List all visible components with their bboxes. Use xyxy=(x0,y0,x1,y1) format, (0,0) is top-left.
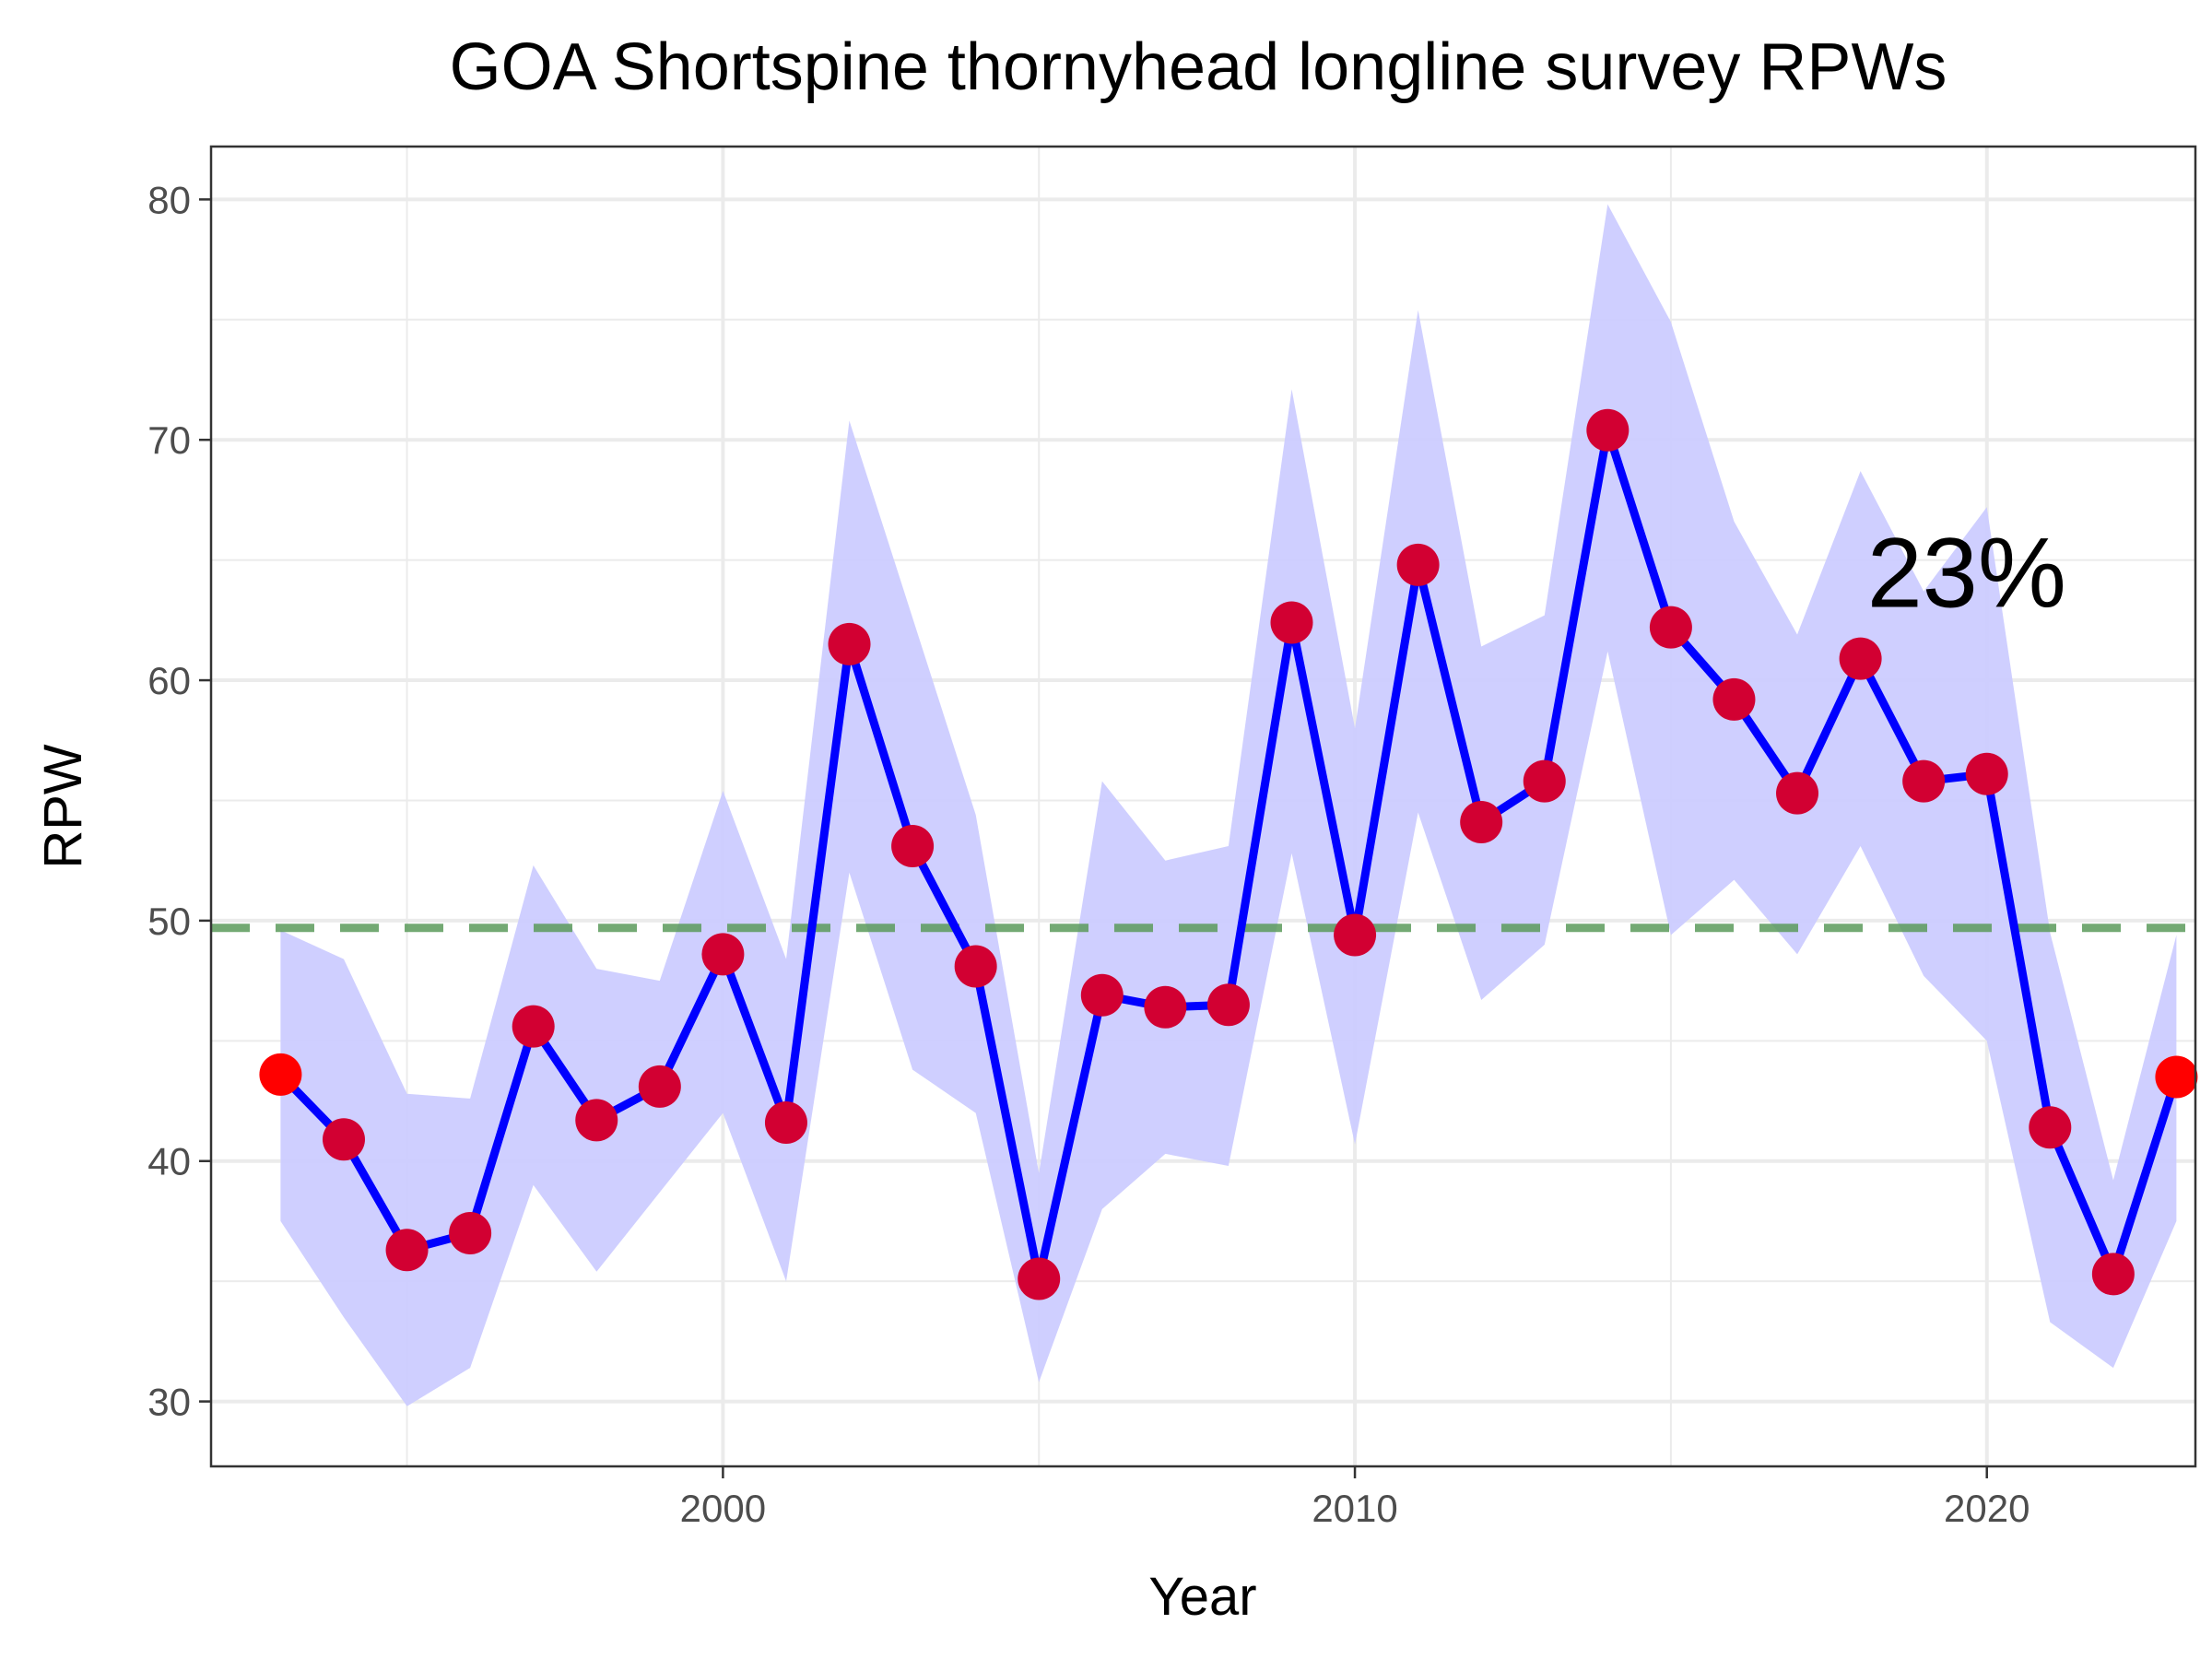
data-point-2000 xyxy=(701,933,745,976)
data-point-2001 xyxy=(764,1101,807,1145)
data-point-2006 xyxy=(1080,973,1124,1017)
y-tick-label-60: 60 xyxy=(147,659,191,702)
data-point-2004 xyxy=(954,945,997,988)
confidence-band xyxy=(280,204,2177,1406)
data-point-2005 xyxy=(1018,1257,1061,1300)
data-point-2021 xyxy=(2029,1106,2072,1149)
y-tick-label-70: 70 xyxy=(147,418,191,462)
data-point-1993 xyxy=(259,1053,302,1096)
y-tick-label-40: 40 xyxy=(147,1140,191,1183)
data-point-2009 xyxy=(1270,601,1313,644)
y-tick-label-80: 80 xyxy=(147,178,191,221)
confidence-band-layer xyxy=(280,204,2177,1406)
data-point-2022 xyxy=(2091,1253,2135,1296)
data-point-2017 xyxy=(1776,771,1819,815)
data-point-1994 xyxy=(322,1118,365,1161)
data-point-1999 xyxy=(638,1065,681,1108)
y-tick-label-50: 50 xyxy=(147,900,191,943)
data-points-layer xyxy=(259,408,2198,1300)
data-point-2015 xyxy=(1649,606,1692,649)
data-point-2002 xyxy=(828,622,871,665)
data-point-2018 xyxy=(1839,637,1882,680)
data-point-2013 xyxy=(1523,759,1566,803)
data-point-1998 xyxy=(575,1099,618,1142)
y-tick-label-30: 30 xyxy=(147,1381,191,1424)
data-point-2023 xyxy=(2155,1055,2198,1099)
data-point-2007 xyxy=(1144,985,1187,1029)
data-point-2011 xyxy=(1396,543,1440,586)
y-axis: 30 40 50 60 70 80 xyxy=(147,178,211,1424)
data-point-2003 xyxy=(891,825,935,868)
data-point-2008 xyxy=(1206,983,1250,1027)
x-axis: 2000 2010 2020 xyxy=(680,1466,2030,1530)
data-point-1997 xyxy=(512,1005,555,1048)
x-tick-label-2020: 2020 xyxy=(1944,1487,2030,1530)
data-point-2019 xyxy=(1902,759,1946,803)
x-tick-label-2000: 2000 xyxy=(680,1487,766,1530)
data-point-1995 xyxy=(385,1229,429,1272)
data-point-2010 xyxy=(1334,913,1377,957)
annotation-label: 23% xyxy=(1867,517,2066,629)
y-axis-title: RPW xyxy=(33,744,93,869)
chart-title: GOA Shortspine thornyhead longline surve… xyxy=(450,30,1947,104)
x-tick-label-2010: 2010 xyxy=(1312,1487,1397,1530)
plot-border xyxy=(209,145,2197,1468)
data-point-2012 xyxy=(1460,800,1503,843)
data-point-2020 xyxy=(1965,752,2008,795)
data-point-1996 xyxy=(449,1211,492,1254)
data-point-2016 xyxy=(1712,677,1756,721)
x-axis-title: Year xyxy=(1148,1567,1256,1627)
data-point-2014 xyxy=(1586,408,1630,452)
